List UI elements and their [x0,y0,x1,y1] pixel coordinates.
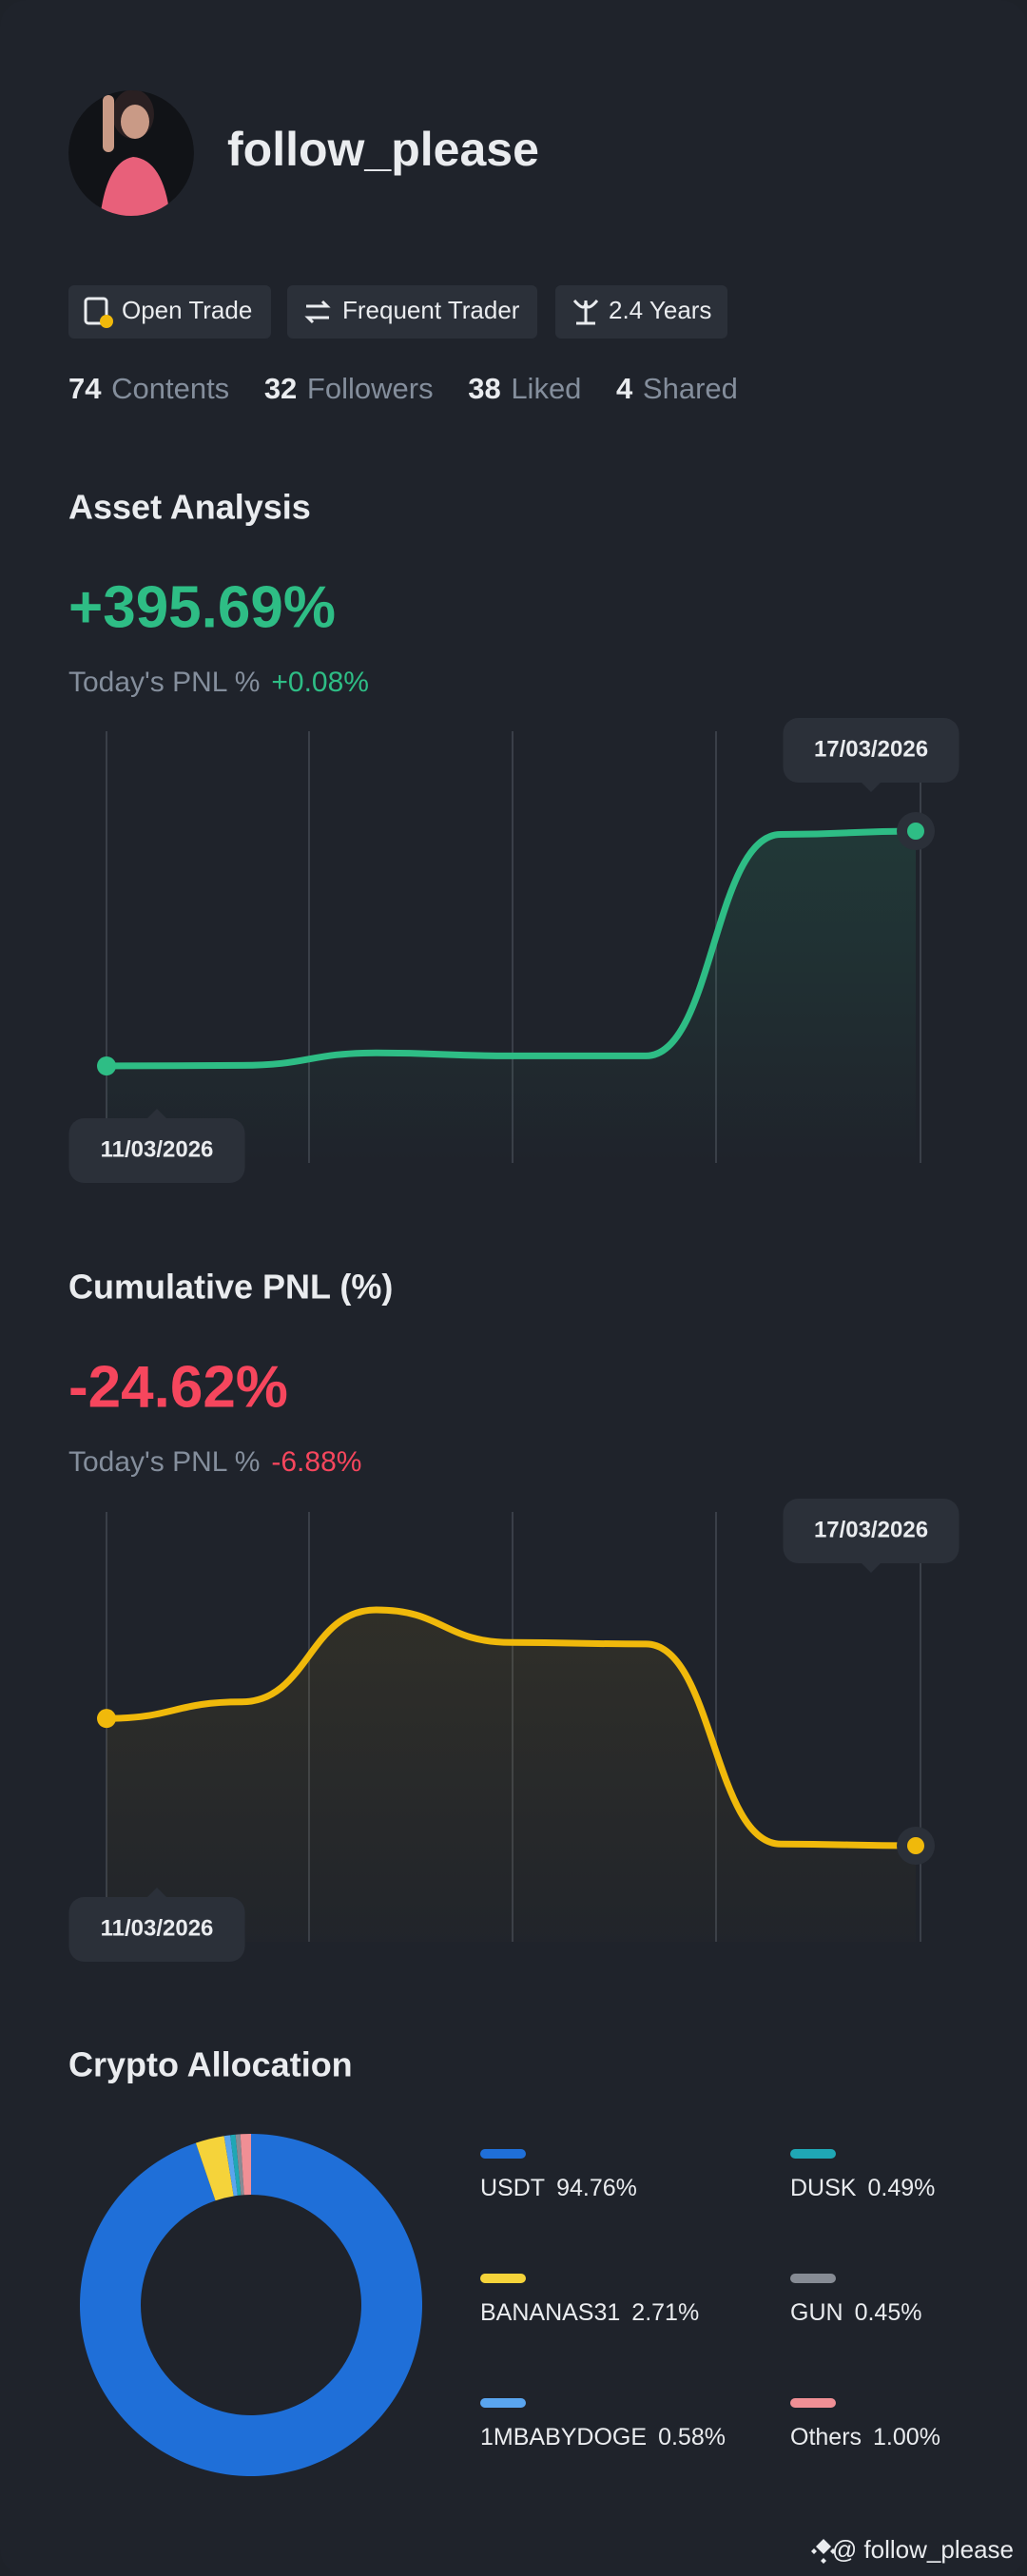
point [97,1709,116,1729]
date-tooltip [68,1897,245,1962]
donut-slice [79,2134,422,2477]
donut-slice [195,2136,234,2201]
legend-swatch [790,2274,836,2283]
donut-slice [223,2135,238,2197]
section-title: Cumulative PNL (%) [68,1268,393,1307]
today-pnl: Today's PNL % -6.88% [68,1446,361,1478]
legend-name: DUSK [790,2175,857,2201]
legend-entry: 1MBABYDOGE 0.58% [480,2424,726,2450]
tag-label: Open Trade [122,296,252,324]
legend-entry: GUN 0.45% [790,2299,921,2326]
legend-entry: USDT 94.76% [480,2175,637,2201]
section-title: Asset Analysis [68,488,311,527]
legend-value: 1.00% [873,2424,940,2450]
avatar [68,90,194,216]
donut-slice [235,2134,244,2196]
today-value: -6.88% [271,1446,361,1478]
donut-slice [240,2134,251,2196]
date-tooltip [783,1499,959,1563]
tooltip-pointer [862,783,881,792]
legend-swatch [480,2398,526,2408]
legend-name: 1MBABYDOGE [480,2424,647,2450]
legend-name: GUN [790,2299,843,2326]
legend-value: 2.71% [631,2299,699,2326]
legend-swatch [480,2149,526,2159]
today-label: Today's PNL % [68,1446,260,1478]
stat-label: Shared [643,372,738,405]
legend-name: USDT [480,2175,545,2201]
stat-value: 74 [68,372,102,405]
point [97,1056,116,1075]
headline-value: -24.62% [68,1354,288,1420]
tooltip-date: 11/03/2026 [101,1915,214,1941]
tag: Frequent Trader [287,285,537,339]
tag-label: Frequent Trader [342,296,520,324]
stat-value: 38 [468,372,500,405]
legend-swatch [480,2274,526,2283]
tag-label: 2.4 Years [609,296,711,324]
legend-entry: Others 1.00% [790,2424,940,2450]
donut-slice [230,2134,242,2196]
point [907,1837,924,1854]
legend-name: BANANAS31 [480,2299,620,2326]
stat-value: 32 [264,372,297,405]
tooltip-pointer [147,1109,166,1118]
date-tooltip [783,718,959,783]
footer: @ follow_please [811,2535,1014,2564]
tooltip-pointer [147,1888,166,1897]
today-value: +0.08% [271,667,369,698]
tooltip-date: 17/03/2026 [814,1517,928,1542]
tooltip-date: 17/03/2026 [814,736,928,762]
line [103,1606,920,1850]
stats: 74 Contents 32 Followers 38 Liked 4 Shar… [68,372,738,405]
legend-value: 0.45% [855,2299,922,2326]
area [107,1610,916,1942]
headline-value: +395.69% [68,574,336,640]
legend-swatch [790,2149,836,2159]
tooltip-date: 11/03/2026 [101,1136,214,1162]
username: follow_please [227,123,539,176]
tag: 2.4 Years [555,285,727,339]
footer-text: @ follow_please [832,2535,1014,2564]
today-label: Today's PNL % [68,667,260,698]
legend-value: 0.58% [658,2424,726,2450]
section-title: Crypto Allocation [68,2045,353,2084]
point [907,823,924,840]
stat-label: Followers [307,372,434,405]
line [103,827,920,1070]
legend-value: 94.76% [556,2175,637,2201]
area [107,831,916,1163]
legend-swatch [790,2398,836,2408]
stat-value: 4 [616,372,633,405]
today-pnl: Today's PNL % +0.08% [68,667,369,698]
date-tooltip [68,1118,245,1183]
legend-entry: BANANAS31 2.71% [480,2299,699,2326]
legend-entry: DUSK 0.49% [790,2175,935,2201]
tooltip-pointer [862,1563,881,1573]
stat-label: Contents [111,372,229,405]
legend-name: Others [790,2424,862,2450]
stat-label: Liked [511,372,581,405]
legend-value: 0.49% [867,2175,935,2201]
tag: Open Trade [68,285,271,339]
